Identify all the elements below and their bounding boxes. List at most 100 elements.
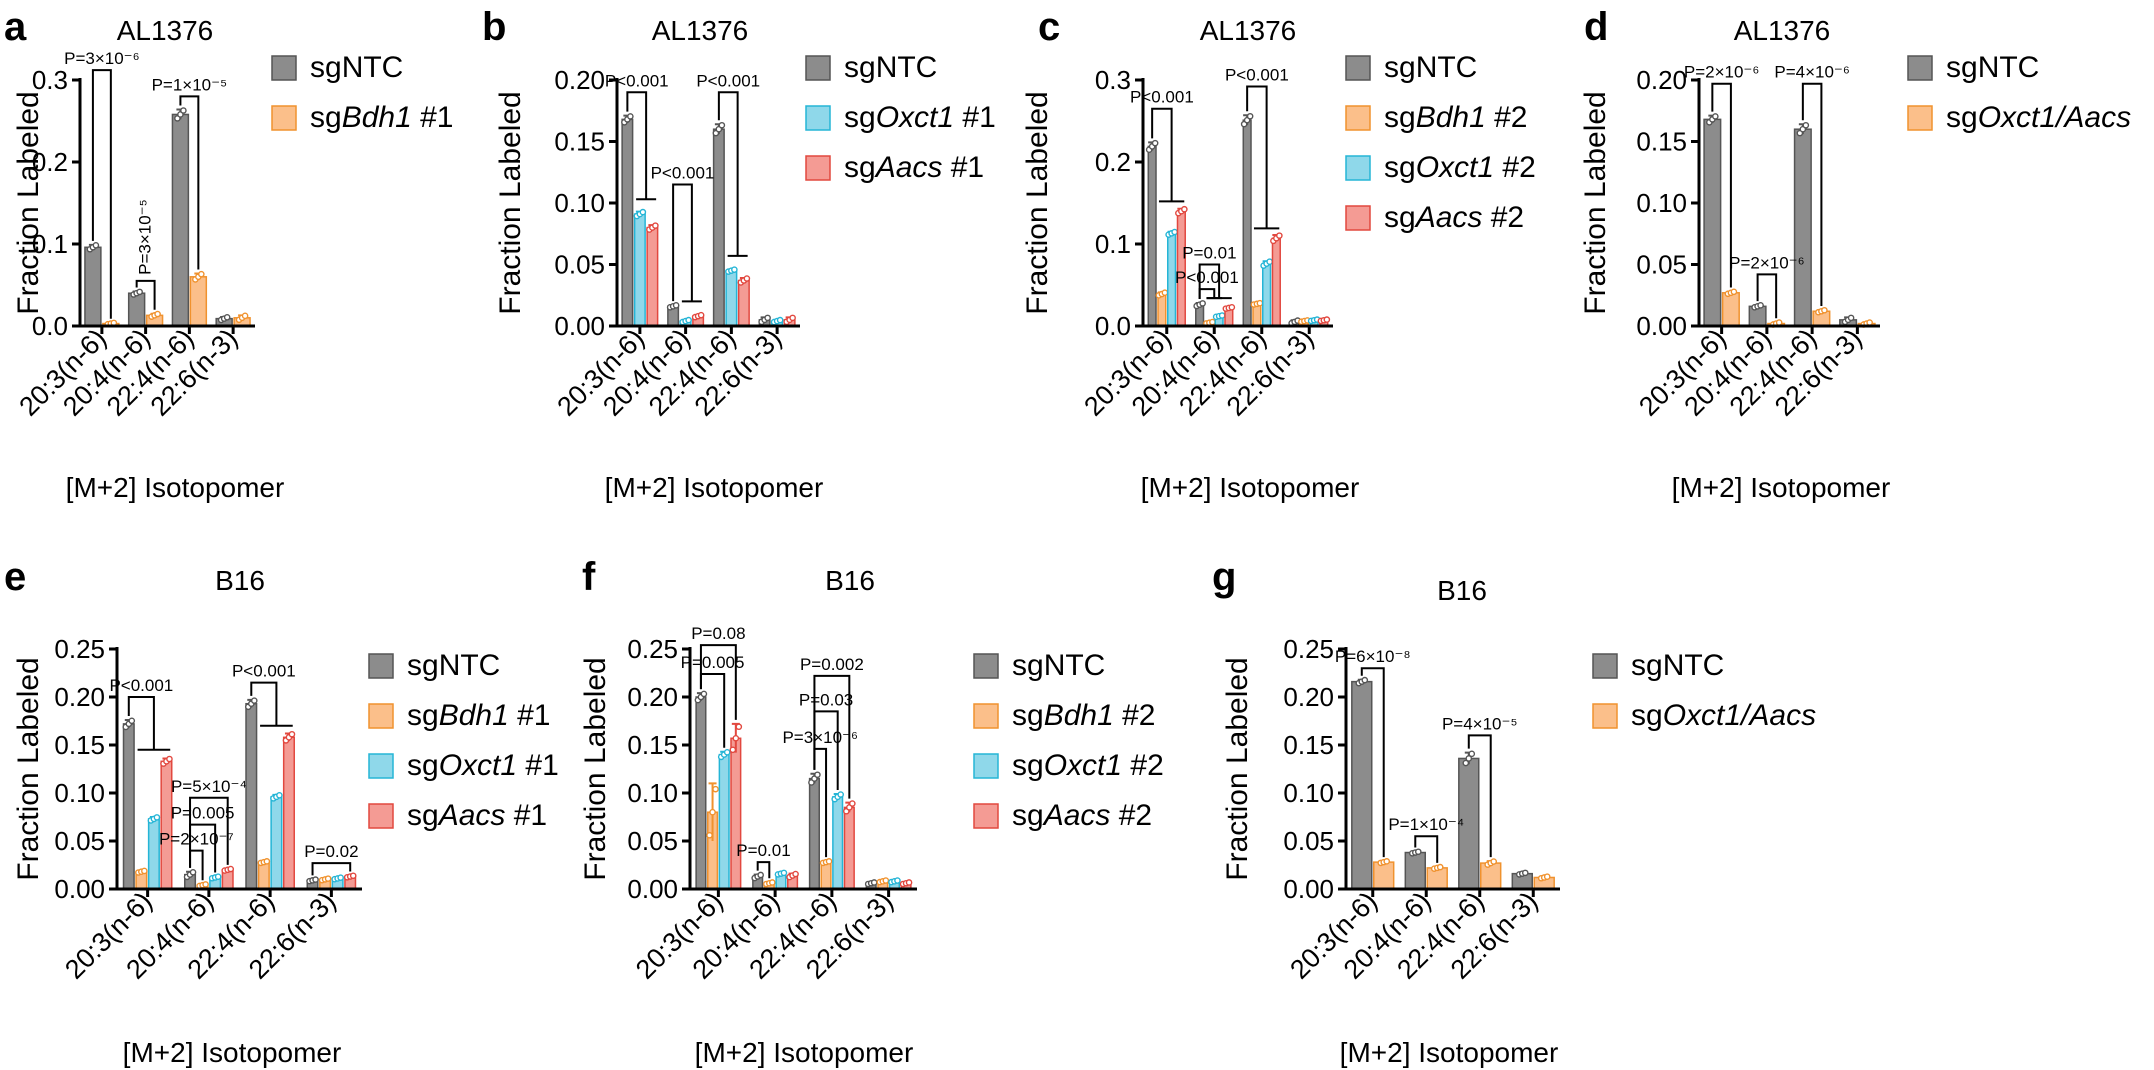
- data-point: [732, 734, 740, 742]
- data-point: [627, 113, 634, 120]
- data-point: [288, 730, 296, 738]
- p-value-label: P=3×10⁻⁵: [136, 199, 155, 275]
- x-axis-label: [M+2] Isotopomer: [695, 1037, 914, 1068]
- y-tick-label: 0.25: [54, 634, 105, 664]
- p-value-label: P=0.01: [736, 841, 790, 860]
- p-value-label: P<0.001: [651, 164, 715, 183]
- p-value-label: P<0.001: [1175, 268, 1239, 287]
- data-point: [1521, 869, 1529, 877]
- data-point: [1323, 316, 1331, 323]
- y-tick-label: 0.05: [54, 826, 105, 856]
- data-point: [729, 746, 737, 754]
- y-tick-label: 0.05: [1636, 250, 1687, 280]
- y-axis-label: Fraction Labeled: [579, 657, 612, 880]
- chart-title: AL1376: [1734, 15, 1831, 46]
- y-tick-label: 0.2: [1095, 147, 1131, 177]
- x-axis-label: [M+2] Isotopomer: [1141, 472, 1360, 503]
- data-point: [214, 873, 222, 881]
- legend-entry: sgAacs #2: [1012, 799, 1152, 832]
- data-point: [1730, 288, 1738, 296]
- y-axis-label: Fraction Labeled: [1021, 91, 1054, 314]
- bar: [257, 861, 270, 890]
- legend-swatch: [1345, 55, 1371, 81]
- y-tick-label: 0.20: [1636, 65, 1687, 95]
- legend-swatch: [368, 803, 394, 829]
- y-tick-label: 0.25: [627, 634, 678, 664]
- data-point: [1209, 318, 1216, 326]
- legend-swatch: [973, 803, 999, 829]
- p-value-label: P=1×10⁻⁵: [152, 75, 228, 94]
- data-point: [672, 302, 680, 309]
- legend-entry: sgBdh1 #1: [310, 101, 453, 134]
- legend-swatch: [973, 703, 999, 729]
- axes: [1344, 647, 1560, 891]
- chart-title: B16: [215, 565, 265, 596]
- y-tick-label: 0.15: [554, 127, 605, 157]
- significance-bracket: [127, 696, 171, 751]
- data-point: [849, 800, 856, 807]
- p-value-label: P=3×10⁻⁶: [782, 728, 858, 747]
- bar: [1793, 128, 1812, 327]
- significance-bracket: [189, 849, 204, 881]
- data-point: [1465, 755, 1473, 762]
- y-tick-label: 0.00: [1283, 874, 1334, 904]
- data-point: [223, 314, 231, 321]
- y-tick-label: 0.15: [54, 730, 105, 760]
- significance-bracket: [1246, 85, 1280, 230]
- y-axis-label: Fraction Labeled: [1221, 657, 1254, 880]
- data-point: [1276, 232, 1283, 239]
- data-point: [789, 314, 796, 322]
- data-point: [324, 875, 332, 882]
- legend-entry: sgNTC: [407, 649, 500, 682]
- p-value-label: P=0.08: [691, 624, 745, 643]
- panel-letter: c: [1038, 5, 1060, 49]
- significance-bracket: [1360, 667, 1385, 858]
- bar: [171, 113, 190, 327]
- legend-swatch: [1907, 105, 1933, 131]
- p-value-label: P=0.03: [799, 690, 853, 709]
- legend-entry: sgNTC: [310, 51, 403, 84]
- significance-bracket: [626, 91, 657, 201]
- data-point: [276, 792, 283, 799]
- y-tick-label: 0.05: [1283, 826, 1334, 856]
- y-axis-label: Fraction Labeled: [12, 657, 45, 880]
- legend-swatch: [973, 653, 999, 679]
- significance-bracket: [179, 95, 200, 270]
- data-point: [1218, 312, 1226, 319]
- p-value-label: P=1×10⁻⁴: [1388, 815, 1464, 834]
- data-point: [1161, 289, 1169, 297]
- bar: [808, 777, 820, 890]
- significance-bracket: [1801, 82, 1823, 307]
- data-point: [250, 697, 258, 704]
- bar: [646, 226, 659, 327]
- data-point: [349, 872, 357, 880]
- panel-e: e B16 Fraction Labeled [M+2] Isotopomer 0.00…: [4, 555, 559, 1068]
- data-point: [198, 270, 205, 278]
- legend-swatch: [1907, 55, 1933, 81]
- data-point: [1266, 258, 1273, 266]
- panel-letter: b: [482, 5, 506, 49]
- p-value-label: P=0.02: [304, 842, 358, 861]
- data-point: [757, 871, 764, 879]
- data-point: [769, 879, 776, 886]
- panel-f: f B16 Fraction Labeled [M+2] Isotopomer 0.00…: [579, 555, 1164, 1068]
- significance-bracket: [91, 69, 112, 319]
- significance-bracket: [813, 710, 839, 790]
- bar: [1703, 118, 1722, 327]
- bar: [633, 213, 646, 327]
- legend-entry: sgNTC: [1384, 51, 1477, 84]
- y-tick-label: 0.00: [627, 874, 678, 904]
- data-point: [1171, 228, 1178, 236]
- legend-entry: sgBdh1 #2: [1012, 699, 1155, 732]
- y-tick-label: 0.20: [54, 682, 105, 712]
- data-point: [825, 858, 833, 865]
- panel-b: b AL1376 Fraction Labeled [M+2] Isotopomer 0…: [482, 5, 996, 503]
- y-tick-label: 0.3: [32, 65, 68, 95]
- p-value-label: P=2×10⁻⁶: [1684, 63, 1760, 82]
- legend-entry: sgOxct1 #2: [1384, 151, 1536, 184]
- significance-bracket: [672, 183, 702, 303]
- significance-bracket: [1151, 107, 1185, 203]
- bar: [282, 736, 295, 890]
- y-tick-label: 0.1: [1095, 229, 1131, 259]
